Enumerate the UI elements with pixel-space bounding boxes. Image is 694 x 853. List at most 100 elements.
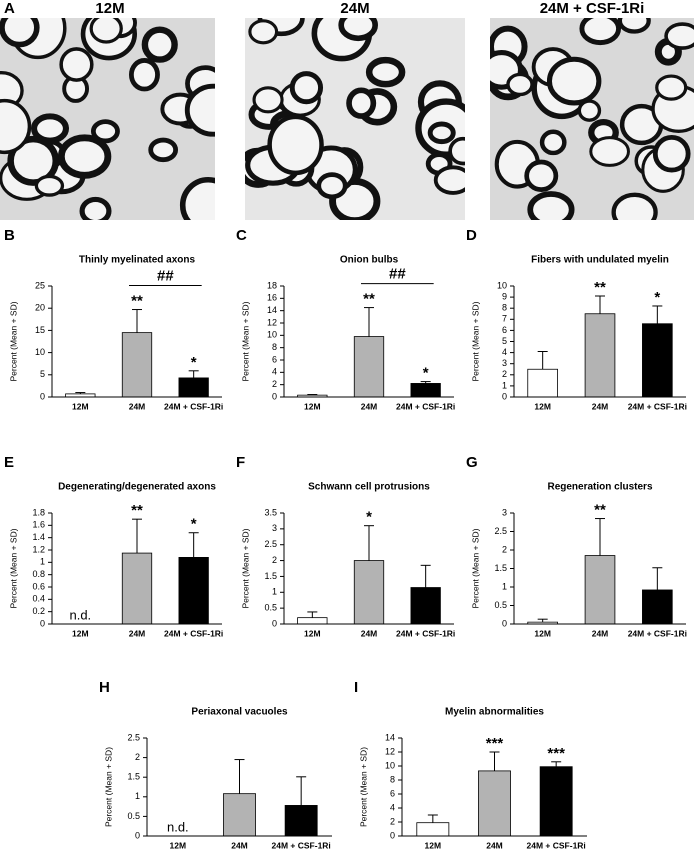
x-tick-label: 24M [361,401,378,411]
x-tick-label: 12M [72,401,89,411]
y-tick-label: 1.6 [32,520,45,530]
y-tick-label: 0.5 [264,603,277,613]
significance: *** [547,745,565,762]
x-tick-label: 24M + CSF-1Ri [396,628,455,638]
panel-letter: C [236,227,247,244]
y-tick-label: 8 [272,342,277,352]
x-tick-label: 12M [534,628,551,638]
x-tick-label: 12M [170,840,187,850]
significance: ** [594,279,606,296]
bar [284,805,318,837]
y-tick-label: 4 [390,802,395,812]
axon [34,174,65,197]
axon [289,71,324,105]
y-tick-label: 1.4 [32,532,45,542]
axon [346,87,377,119]
y-tick-label: 10 [35,347,45,357]
bar [539,766,573,837]
image-label: 12M [95,0,124,17]
y-axis-label: Percent (Mean + SD) [8,301,18,381]
y-tick-label: 18 [267,280,277,290]
axon [655,74,688,101]
x-tick-label: 24M [231,840,248,850]
y-tick-label: 1 [40,557,45,567]
bar [527,368,558,398]
bar [410,587,441,625]
y-tick-label: 10 [385,760,395,770]
y-tick-label: 2.5 [127,732,140,742]
y-tick-label: 1.5 [494,563,507,573]
y-tick-label: 12 [385,746,395,756]
axon [79,196,112,220]
significance: * [423,365,429,382]
y-tick-label: 0 [272,618,277,628]
panel-letter: F [236,454,245,471]
x-tick-label: 24M + CSF-1Ri [164,401,223,411]
y-tick-label: 1 [272,587,277,597]
panel-letter: G [466,454,478,471]
error-bar [132,518,142,554]
bar [178,557,209,625]
axon [652,134,691,173]
x-tick-label: 24M [592,628,609,638]
axon [59,47,94,82]
x-tick-label: 12M [72,628,89,638]
bracket-label: ## [157,268,174,285]
x-tick-label: 24M + CSF-1Ri [272,840,331,850]
micrograph-content [245,18,465,220]
y-tick-label: 0 [40,391,45,401]
value-label: n.d. [167,819,189,834]
axon [89,18,123,44]
error-bar [420,381,431,384]
axon [0,98,32,155]
x-tick-label: 24M [486,840,503,850]
y-tick-label: 2 [390,816,395,826]
y-tick-label: 2 [135,752,140,762]
error-bar [489,751,500,771]
error-bar [364,525,374,561]
axon [148,137,179,163]
error-bar [188,370,199,378]
y-axis-label: Percent (Mean + SD) [470,301,480,381]
y-tick-label: 8 [390,774,395,784]
chart-title: Fibers with undulated myelin [531,255,669,266]
significance: ** [131,293,143,310]
image-label: 24M + CSF-1Ri [540,0,645,17]
error-bar [420,564,431,588]
axon [427,121,456,145]
y-tick-label: 1.5 [127,772,140,782]
y-tick-label: 0 [502,618,507,628]
error-bar [427,814,438,823]
error-bar [75,392,86,394]
axon [267,114,324,176]
x-tick-label: 12M [425,840,442,850]
error-bar [537,618,548,623]
bar [297,617,328,625]
panel-letter: I [354,679,358,696]
panel-letter: E [4,454,14,471]
error-bar [307,611,318,618]
y-tick-label: 1.5 [264,571,277,581]
micrograph [245,18,465,220]
axon [128,58,160,92]
bar [223,793,256,837]
axon [433,165,465,195]
significance: * [654,289,660,306]
error-bar [537,350,548,370]
error-bar [296,776,307,806]
y-tick-label: 2 [502,369,507,379]
y-axis-label: Percent (Mean + SD) [240,301,250,381]
y-tick-label: 0.5 [127,811,140,821]
y-tick-label: 12 [267,317,277,327]
y-tick-label: 1.8 [32,507,45,517]
axon [589,136,630,167]
y-tick-label: 0.4 [32,594,45,604]
y-tick-label: 0 [502,391,507,401]
bracket-label: ## [389,266,406,283]
axon [31,113,69,144]
y-tick-label: 0 [135,830,140,840]
y-tick-label: 3 [502,358,507,368]
y-tick-label: 0.2 [32,606,45,616]
y-tick-label: 3.5 [264,507,277,517]
y-tick-label: 10 [267,330,277,340]
